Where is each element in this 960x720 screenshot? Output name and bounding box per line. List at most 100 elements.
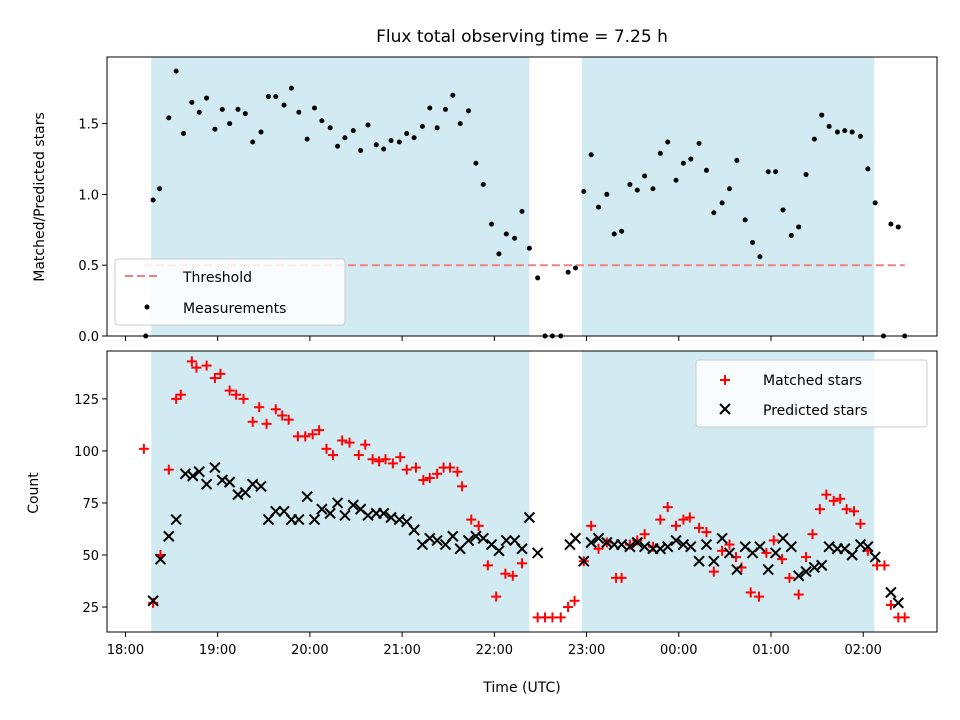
measurement-point bbox=[281, 102, 287, 108]
measurement-point bbox=[312, 105, 317, 111]
matched-star-point bbox=[694, 522, 705, 533]
top-y-axis-ticks: 0.0 0.5 1.0 1.5 bbox=[78, 118, 107, 345]
measurement-point bbox=[849, 129, 855, 135]
measurement-point bbox=[265, 94, 271, 100]
measurement-point bbox=[803, 172, 809, 178]
matched-star-point bbox=[754, 591, 765, 602]
predicted-star-point bbox=[377, 507, 390, 520]
measurement-point bbox=[181, 130, 187, 136]
predicted-star-point bbox=[308, 513, 321, 526]
measurement-point bbox=[250, 139, 256, 145]
matched-star-point bbox=[209, 373, 220, 384]
predicted-star-point bbox=[823, 540, 835, 553]
predicted-star-point bbox=[247, 478, 259, 490]
predicted-star-point bbox=[385, 511, 397, 524]
matched-star-point bbox=[586, 520, 597, 531]
predicted-star-point bbox=[516, 543, 528, 555]
measurement-point bbox=[604, 191, 610, 197]
predicted-star-point bbox=[792, 570, 805, 582]
predicted-star-point bbox=[762, 563, 774, 576]
predicted-star-point bbox=[301, 490, 313, 503]
top-y-tick-label: 0.5 bbox=[78, 259, 99, 274]
matched-star-point bbox=[327, 450, 338, 461]
measurement-point bbox=[411, 135, 417, 141]
matched-star-point bbox=[138, 443, 149, 454]
measurement-point bbox=[450, 92, 456, 98]
predicted-star-point bbox=[800, 565, 812, 578]
matched-star-point bbox=[473, 520, 484, 531]
predicted-star-point bbox=[685, 540, 697, 553]
measurement-point bbox=[703, 167, 709, 173]
predicted-star-point bbox=[662, 540, 674, 553]
matched-star-point bbox=[768, 535, 779, 546]
matched-star-point bbox=[745, 587, 756, 598]
measurement-point bbox=[888, 221, 894, 227]
predicted-star-point bbox=[431, 534, 443, 547]
predicted-star-point bbox=[670, 534, 682, 547]
measurement-point bbox=[373, 142, 379, 148]
matched-star-point bbox=[855, 518, 866, 529]
measurement-point bbox=[388, 138, 394, 144]
matched-star-point bbox=[639, 529, 650, 540]
measurement-point bbox=[466, 108, 472, 114]
bottom-y-tick-label: 50 bbox=[82, 549, 99, 564]
bottom-y-axis-label: Count bbox=[26, 472, 42, 514]
matched-star-point bbox=[655, 514, 666, 525]
matched-star-point bbox=[563, 602, 574, 613]
bottom-x-tick-label: 00:00 bbox=[660, 643, 697, 658]
top-x-axis-ticks bbox=[124, 336, 864, 341]
matched-star-point bbox=[277, 410, 288, 421]
measurement-point bbox=[619, 228, 625, 234]
predicted-star-point bbox=[731, 563, 743, 576]
top-plot-frame bbox=[106, 56, 938, 337]
predicted-star-point bbox=[631, 536, 643, 549]
matched-star-point bbox=[517, 558, 527, 569]
bottom-y-tick-label: 125 bbox=[74, 393, 99, 408]
measurement-point bbox=[350, 128, 356, 134]
legend-predicted-label: Predicted stars bbox=[763, 403, 868, 419]
measurement-point bbox=[204, 95, 210, 101]
bottom-x-tick-label: 19:00 bbox=[199, 643, 236, 658]
matched-star-point bbox=[163, 464, 174, 475]
measurement-point bbox=[396, 139, 402, 145]
matched-star-point bbox=[231, 389, 242, 400]
bottom-y-tick-label: 100 bbox=[74, 445, 99, 460]
measurement-points bbox=[143, 68, 908, 339]
predicted-star-point bbox=[754, 540, 766, 553]
measurement-point bbox=[650, 186, 656, 192]
matched-star-point bbox=[849, 506, 859, 517]
matched-star-point bbox=[410, 462, 421, 473]
matched-star-point bbox=[353, 450, 364, 461]
matched-star-point bbox=[491, 591, 502, 602]
predicted-star-point bbox=[163, 530, 175, 542]
predicted-star-point bbox=[154, 553, 167, 565]
legend-matched-swatch bbox=[720, 375, 730, 385]
legend-predicted-swatch bbox=[719, 403, 731, 415]
predicted-star-point bbox=[523, 511, 536, 524]
measurement-point bbox=[273, 94, 279, 100]
measurement-point bbox=[872, 200, 878, 206]
matched-star-point bbox=[801, 552, 812, 563]
legend-threshold-label: Threshold bbox=[182, 270, 252, 286]
bottom-legend: Matched stars Predicted stars bbox=[695, 359, 928, 428]
measurement-point bbox=[757, 254, 763, 260]
matched-star-point bbox=[344, 437, 355, 448]
bottom-panel: 25 50 75 100 125 18:00 19:00 20:00 21:00 22:00 23… bbox=[26, 350, 938, 696]
matched-star-point bbox=[432, 468, 443, 479]
matched-star-point bbox=[401, 464, 412, 475]
matched-star-point bbox=[784, 572, 795, 583]
measurement-point bbox=[535, 275, 541, 281]
measurement-point bbox=[688, 156, 694, 162]
predicted-star-point bbox=[347, 499, 359, 511]
matched-star-point bbox=[708, 566, 719, 577]
measurement-point bbox=[512, 235, 518, 241]
predicted-star-point bbox=[578, 555, 590, 567]
predicted-star-point bbox=[170, 513, 182, 526]
measurement-point bbox=[680, 160, 686, 166]
measurement-point bbox=[457, 121, 463, 127]
predicted-star-point bbox=[592, 532, 605, 545]
observing-window-1 bbox=[151, 351, 530, 632]
bottom-y-tick-label: 25 bbox=[82, 601, 99, 616]
matched-star-point bbox=[418, 475, 429, 486]
predicted-star-point bbox=[862, 540, 874, 553]
